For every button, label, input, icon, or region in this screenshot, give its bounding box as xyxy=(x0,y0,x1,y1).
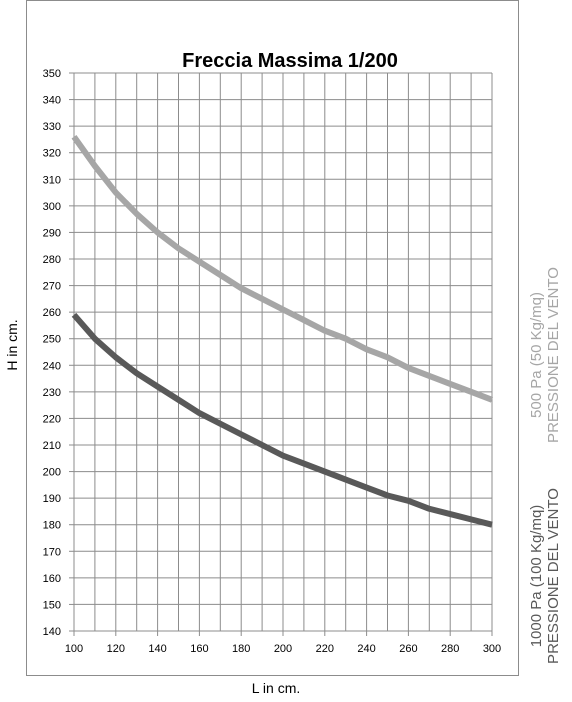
x-tick-label: 200 xyxy=(274,643,292,655)
y-tick-label: 340 xyxy=(43,95,61,107)
y-tick-label: 250 xyxy=(43,334,61,346)
chart-title: Freccia Massima 1/200 xyxy=(182,50,398,72)
x-tick-label: 260 xyxy=(399,643,417,655)
x-tick-label: 240 xyxy=(357,643,375,655)
x-tick-label: 280 xyxy=(441,643,459,655)
x-tick-labels: 100 120 140 160 180 200 220 240 260 280 300 xyxy=(65,643,501,655)
y-tick-label: 230 xyxy=(43,387,61,399)
y-tick-label: 270 xyxy=(43,281,61,293)
x-tick-label: 160 xyxy=(190,643,208,655)
grid xyxy=(69,72,493,636)
y-axis-label: H in cm. xyxy=(4,319,20,370)
legend-label: PRESSIONE DEL VENTO xyxy=(545,267,562,443)
y-tick-label: 150 xyxy=(43,599,61,611)
y-tick-label: 170 xyxy=(43,546,61,558)
x-tick-label: 140 xyxy=(148,643,166,655)
y-tick-label: 220 xyxy=(43,413,61,425)
x-tick-label: 120 xyxy=(107,643,125,655)
y-tick-label: 190 xyxy=(43,493,61,505)
legend-label: 1000 Pa (100 Kg/mq) xyxy=(528,505,545,648)
y-tick-labels: 140 150 160 170 180 190 200 210 220 230 240 250 260 2… xyxy=(43,68,61,638)
x-tick-label: 100 xyxy=(65,643,83,655)
legend: 500 Pa (50 Kg/mq) PRESSIONE DEL VENTO1000… xyxy=(528,267,562,664)
legend-entry-1: 500 Pa (50 Kg/mq) PRESSIONE DEL VENTO xyxy=(528,267,562,443)
y-tick-label: 180 xyxy=(43,520,61,532)
y-tick-label: 320 xyxy=(43,148,61,160)
series-line-2 xyxy=(71,312,493,528)
series-lines xyxy=(71,135,494,528)
x-tick-label: 180 xyxy=(232,643,250,655)
series-line-1 xyxy=(71,135,494,403)
y-tick-label: 160 xyxy=(43,573,61,585)
y-tick-label: 240 xyxy=(43,360,61,372)
y-tick-label: 260 xyxy=(43,307,61,319)
y-tick-label: 200 xyxy=(43,467,61,479)
y-tick-label: 210 xyxy=(43,440,61,452)
x-tick-label: 220 xyxy=(316,643,334,655)
x-tick-label: 300 xyxy=(483,643,501,655)
legend-entry-2: 1000 Pa (100 Kg/mq) PRESSIONE DEL VENTO xyxy=(528,488,562,664)
y-tick-label: 300 xyxy=(43,201,61,213)
legend-label: 500 Pa (50 Kg/mq) xyxy=(528,292,545,418)
y-tick-label: 310 xyxy=(43,174,61,186)
y-tick-label: 290 xyxy=(43,227,61,239)
legend-label: PRESSIONE DEL VENTO xyxy=(545,488,562,664)
y-tick-label: 280 xyxy=(43,254,61,266)
y-tick-label: 140 xyxy=(43,626,61,638)
y-tick-label: 330 xyxy=(43,121,61,133)
x-axis-label: L in cm. xyxy=(252,680,301,696)
y-tick-label: 350 xyxy=(43,68,61,80)
